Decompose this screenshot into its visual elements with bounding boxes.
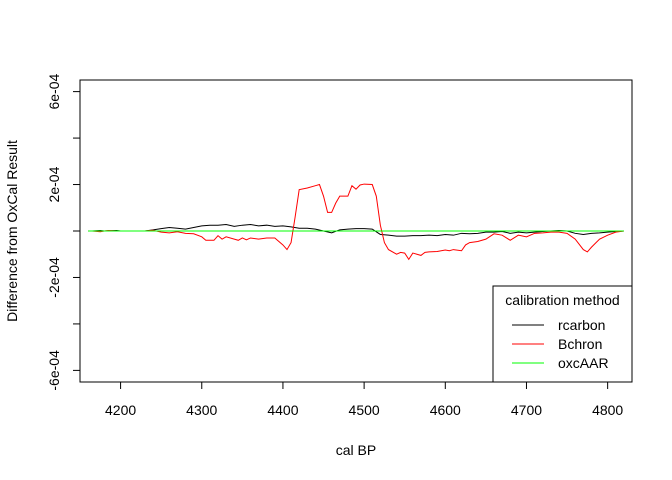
legend-label-oxcAAR: oxcAAR: [558, 355, 609, 371]
series-layer: [88, 183, 624, 261]
x-axis: 4200 4300 4400 4500 4600 4700 4800: [105, 381, 623, 418]
y-axis-title: Difference from OxCal Result: [4, 140, 20, 322]
legend-title: calibration method: [505, 292, 619, 308]
legend-entries: rcarbon Bchron oxcAAR: [512, 317, 609, 371]
y-tick-label: 2e-04: [46, 166, 62, 202]
x-tick-label: 4800: [592, 402, 623, 418]
legend-box: [492, 285, 633, 383]
x-axis-title: cal BP: [336, 442, 376, 458]
x-tick-label: 4600: [430, 402, 461, 418]
series-line-rcarbon: [88, 223, 624, 237]
legend: calibration method rcarbon Bchron oxcAAR: [492, 285, 633, 383]
x-tick-label: 4400: [267, 402, 298, 418]
x-tick-label: 4200: [105, 402, 136, 418]
series-line-Bchron: [88, 183, 624, 261]
y-tick-label: 6e-04: [46, 74, 62, 110]
legend-label-Bchron: Bchron: [558, 336, 602, 352]
y-axis: 6e-04 2e-04 -2e-04 -6e-04: [46, 74, 81, 391]
y-tick-label: -6e-04: [46, 350, 62, 391]
x-tick-label: 4300: [186, 402, 217, 418]
x-tick-label: 4700: [511, 402, 542, 418]
y-tick-label: -2e-04: [46, 257, 62, 298]
x-tick-label: 4500: [349, 402, 380, 418]
legend-label-rcarbon: rcarbon: [558, 317, 605, 333]
